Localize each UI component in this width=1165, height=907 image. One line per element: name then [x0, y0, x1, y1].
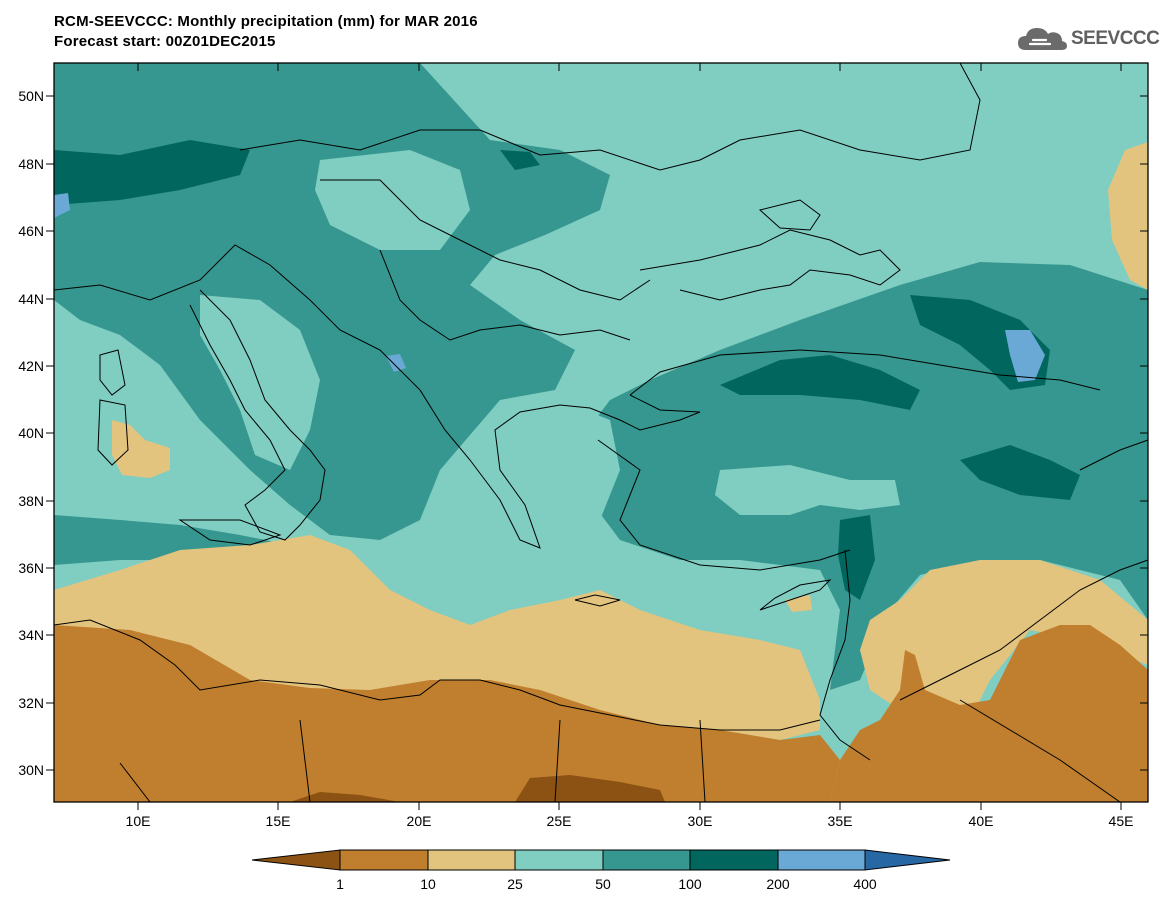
lat-tick-label: 38N — [18, 493, 44, 509]
colorbar-arrow-low — [251, 849, 341, 871]
colorbar-label: 400 — [853, 876, 877, 892]
colorbar-label: 1 — [336, 876, 344, 892]
lat-tick: 44N — [18, 291, 1148, 307]
lon-tick-label: 25E — [547, 813, 572, 829]
lon-tick: 30E — [688, 63, 713, 829]
lon-tick: 10E — [126, 63, 151, 829]
precip-zone-25-50-aegean — [490, 400, 620, 545]
lon-tick: 45E — [1109, 63, 1134, 829]
lat-tick: 48N — [18, 156, 1148, 172]
precip-zone-100-200-carpathians — [500, 150, 540, 170]
colorbar-segment — [514, 849, 604, 871]
lon-tick: 25E — [547, 63, 572, 829]
lat-tick: 40N — [18, 425, 1148, 441]
colorbar-segment — [339, 849, 429, 871]
lon-tick-label: 40E — [969, 813, 994, 829]
lon-tick: 35E — [828, 63, 853, 829]
lat-tick-label: 40N — [18, 425, 44, 441]
lat-tick: 46N — [18, 223, 1148, 239]
lat-tick: 42N — [18, 358, 1148, 374]
lon-tick-label: 45E — [1109, 813, 1134, 829]
precip-zone-below-1-libya — [290, 792, 400, 802]
colorbar-label: 25 — [507, 876, 523, 892]
coastlines-and-borders — [54, 63, 1148, 802]
map-body — [54, 63, 1148, 802]
lat-tick: 30N — [18, 762, 1148, 778]
precip-zone-100-200-lebanon — [838, 515, 875, 600]
lat-tick: 36N — [18, 560, 1148, 576]
precip-zone-100-200-pontic — [720, 355, 920, 410]
colorbar-label: 100 — [678, 876, 702, 892]
precip-zone-100-200-taurus — [960, 445, 1080, 500]
lon-tick: 20E — [407, 63, 432, 829]
precip-zone-25-50-italy — [200, 295, 320, 470]
colorbar-label: 200 — [766, 876, 790, 892]
title-line-1: RCM-SEEVCCC: Monthly precipitation (mm) … — [54, 13, 478, 30]
lon-tick-label: 30E — [688, 813, 713, 829]
lat-tick-label: 30N — [18, 762, 44, 778]
precip-zone-25-50-hungary — [315, 150, 470, 250]
lon-tick-label: 15E — [266, 813, 291, 829]
lon-tick: 40E — [969, 63, 994, 829]
colorbar: 1 10 25 50 100 200 400 — [251, 849, 951, 892]
lat-tick: 50N — [18, 88, 1148, 104]
title-line-2: Forecast start: 00Z01DEC2015 — [54, 33, 276, 50]
precip-zone-10-25-caspian — [1108, 142, 1148, 290]
lat-tick-label: 50N — [18, 88, 44, 104]
logo-text: SEEVCCC — [1071, 28, 1160, 49]
seevccc-logo: SEEVCCC — [1016, 22, 1160, 56]
colorbar-label: 10 — [420, 876, 436, 892]
precip-zone-200-400-alps — [54, 193, 70, 218]
lat-tick-label: 34N — [18, 627, 44, 643]
lat-tick-label: 32N — [18, 695, 44, 711]
colorbar-label: 50 — [595, 876, 611, 892]
colorbar-segment — [777, 849, 866, 871]
colorbar-segment — [427, 849, 516, 871]
lon-tick-label: 35E — [828, 813, 853, 829]
precip-zone-200-400-caucasus — [1005, 330, 1045, 382]
precip-zone-1-10-sahara — [54, 625, 840, 802]
colorbar-segment — [689, 849, 779, 871]
lat-tick: 32N — [18, 695, 1148, 711]
lat-tick: 34N — [18, 627, 1148, 643]
precip-zone-10-25-levant — [860, 560, 1148, 720]
lon-tick: 15E — [266, 63, 291, 829]
lat-tick-label: 44N — [18, 291, 44, 307]
precip-zone-100-200-alps — [54, 140, 250, 205]
colorbar-segment — [602, 849, 691, 871]
longitude-axis: 10E 15E 20E 25E 30E 35E 40E 45E — [126, 63, 1134, 829]
precip-zone-below-1 — [515, 775, 665, 802]
lat-tick-label: 48N — [18, 156, 44, 172]
cloud-icon — [1018, 28, 1067, 50]
map-title: RCM-SEEVCCC: Monthly precipitation (mm) … — [54, 12, 478, 52]
lat-tick-label: 42N — [18, 358, 44, 374]
lon-tick-label: 10E — [126, 813, 151, 829]
lat-tick-label: 46N — [18, 223, 44, 239]
precip-zone-25-50-anatolia — [715, 465, 900, 515]
colorbar-arrow-high — [864, 849, 951, 871]
lat-tick-label: 36N — [18, 560, 44, 576]
latitude-axis: 50N 48N 46N 44N 42N 40N 38N 36N 34N 32N … — [18, 88, 1148, 778]
precip-zone-200-400-montenegro — [386, 354, 406, 372]
lon-tick-label: 20E — [407, 813, 432, 829]
precip-zone-1-10-arabia — [830, 625, 1148, 802]
lat-tick: 38N — [18, 493, 1148, 509]
